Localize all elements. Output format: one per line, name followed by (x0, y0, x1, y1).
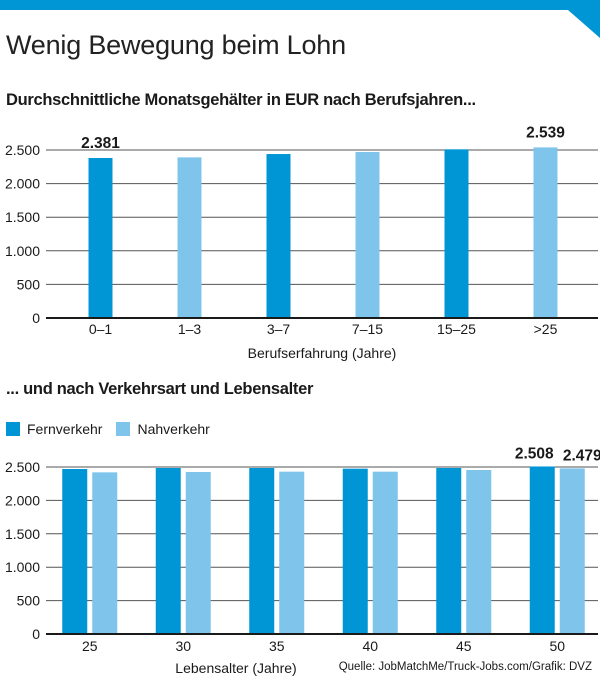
x-tick-label: 40 (362, 638, 378, 654)
bar-nahverkehr (372, 471, 398, 634)
chart2-title: ... und nach Verkehrsart und Lebensalter (6, 380, 314, 398)
legend-item-nahverkehr: Nahverkehr (116, 421, 210, 437)
bar (177, 157, 202, 318)
x-axis-title: Berufserfahrung (Jahre) (248, 345, 397, 361)
bar (355, 152, 380, 318)
x-axis-title: Lebensalter (Jahre) (175, 660, 296, 676)
y-tick-label: 2.500 (5, 459, 40, 475)
bar-fernverkehr (62, 469, 88, 634)
y-tick-label: 0 (32, 310, 40, 326)
data-label: 2.508 (515, 445, 554, 462)
legend-swatch-nahverkehr (116, 422, 131, 436)
y-tick-label: 2.000 (5, 176, 40, 192)
x-tick-label: 3–7 (267, 321, 291, 337)
x-tick-label: 45 (456, 638, 472, 654)
x-tick-label: 1–3 (178, 321, 202, 337)
y-tick-label: 500 (17, 593, 41, 609)
x-tick-label: 0–1 (89, 321, 113, 337)
bar-fernverkehr (529, 466, 555, 634)
bar-nahverkehr (466, 470, 492, 634)
legend-label-nahverkehr: Nahverkehr (137, 421, 210, 437)
bar (266, 154, 291, 318)
x-tick-label: 25 (82, 638, 98, 654)
bar-nahverkehr (92, 472, 118, 634)
x-tick-label: 7–15 (352, 321, 383, 337)
bar-nahverkehr (279, 471, 305, 634)
x-tick-label: 50 (549, 638, 565, 654)
bar-nahverkehr (185, 472, 211, 634)
y-tick-label: 1.000 (5, 243, 40, 259)
page-title: Wenig Bewegung beim Lohn (6, 30, 346, 60)
x-tick-label: >25 (534, 321, 558, 337)
corner-flag-icon (0, 0, 600, 38)
y-tick-label: 1.500 (5, 209, 40, 225)
y-tick-label: 1.000 (5, 559, 40, 575)
chart-berufsjahre: 0 500 1.000 1.500 2.000 2.500 0–1 1–3 3–7 7–15 15–… (5, 124, 598, 361)
y-tick-label: 0 (32, 626, 40, 642)
y-tick-label: 2.500 (5, 142, 40, 158)
bar-fernverkehr (249, 468, 275, 634)
x-tick-label: 35 (269, 638, 285, 654)
bar (444, 149, 469, 318)
y-tick-label: 2.000 (5, 492, 40, 508)
data-label: 2.381 (81, 135, 120, 152)
bar-fernverkehr (436, 468, 462, 634)
y-tick-label: 1.500 (5, 526, 40, 542)
legend-item-fernverkehr: Fernverkehr (6, 421, 102, 437)
legend-swatch-fernverkehr (6, 422, 20, 436)
bar-fernverkehr (155, 468, 181, 634)
y-tick-label: 500 (17, 276, 41, 292)
legend: Fernverkehr Nahverkehr (6, 421, 224, 437)
bar-nahverkehr (559, 468, 585, 634)
bar (533, 147, 558, 318)
chart1-title: Durchschnittliche Monatsgehälter in EUR … (6, 91, 476, 109)
source-note: Quelle: JobMatchMe/Truck-Jobs.com/Grafik… (338, 661, 592, 673)
bar (88, 157, 113, 318)
data-label: 2.479 (563, 447, 600, 464)
bar-fernverkehr (342, 468, 368, 634)
legend-label-fernverkehr: Fernverkehr (27, 421, 103, 437)
top-accent-bar (0, 0, 600, 38)
data-label: 2.539 (526, 124, 565, 141)
x-tick-label: 30 (175, 638, 191, 654)
x-tick-label: 15–25 (437, 321, 476, 337)
